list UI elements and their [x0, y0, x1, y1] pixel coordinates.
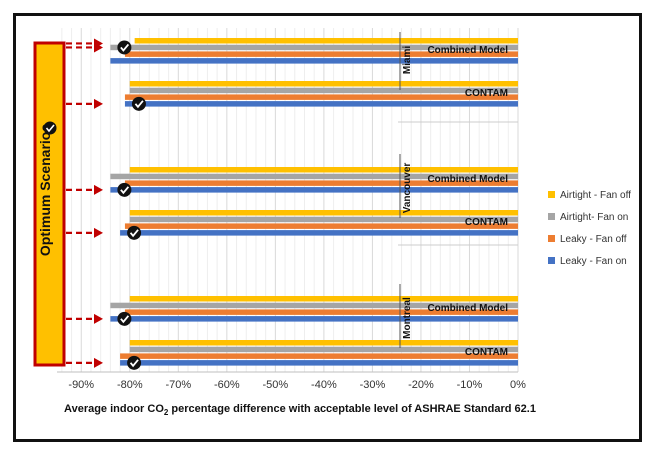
- group-model-label: CONTAM: [465, 88, 508, 99]
- check-marker: [127, 355, 142, 370]
- arrow-head: [94, 98, 103, 109]
- check-icon: [120, 43, 130, 52]
- bar: [134, 38, 519, 44]
- bar: [129, 216, 518, 223]
- x-tick-label: -80%: [117, 379, 143, 391]
- x-tick-label: -50%: [263, 379, 289, 391]
- arrow-head: [94, 313, 103, 324]
- x-axis-title: Average indoor CO2 percentage difference…: [64, 403, 536, 417]
- bar: [124, 309, 519, 315]
- x-tick-label: -90%: [68, 379, 94, 391]
- bar: [110, 316, 519, 322]
- check-icon: [129, 229, 139, 238]
- check-icon: [45, 124, 55, 133]
- bar: [120, 230, 518, 236]
- x-tick-label: 0%: [510, 379, 526, 391]
- legend-swatch: [548, 213, 555, 220]
- group-model-label: Combined Model: [427, 45, 508, 56]
- legend-swatch: [548, 257, 555, 264]
- bar: [124, 180, 519, 186]
- check-marker: [117, 182, 132, 197]
- check-marker: [117, 40, 132, 55]
- legend-label: Airtight - Fan off: [560, 190, 631, 201]
- arrow-head: [94, 357, 103, 368]
- bar: [110, 173, 519, 180]
- bar: [110, 187, 519, 193]
- chart-frame: [13, 13, 642, 442]
- x-tick-label: -60%: [214, 379, 240, 391]
- bar: [120, 353, 518, 359]
- bar: [124, 223, 519, 229]
- check-marker: [43, 121, 57, 135]
- group-model-label: Combined Model: [427, 303, 508, 314]
- optimum-scenarios-box: [33, 41, 66, 367]
- bar: [124, 94, 519, 100]
- arrow-head: [94, 227, 103, 238]
- check-icon: [120, 315, 130, 324]
- arrow-head: [94, 42, 103, 53]
- bar: [129, 340, 518, 346]
- bar: [129, 210, 518, 216]
- x-tick-label: -30%: [360, 379, 386, 391]
- bar: [129, 81, 518, 87]
- bar: [110, 44, 519, 51]
- bar: [129, 167, 518, 173]
- bar: [129, 87, 518, 94]
- legend-label: Leaky - Fan on: [560, 256, 627, 267]
- group-model-label: CONTAM: [465, 347, 508, 358]
- x-tick-label: -40%: [311, 379, 337, 391]
- x-tick-label: -10%: [457, 379, 483, 391]
- arrow-head: [94, 184, 103, 195]
- check-icon: [134, 100, 144, 109]
- optimum-scenarios-label: Optimum Scenarios: [37, 124, 53, 256]
- bar: [124, 101, 519, 107]
- check-marker: [127, 225, 142, 240]
- bar: [129, 296, 518, 302]
- bar: [110, 58, 519, 64]
- bar: [110, 302, 519, 309]
- check-icon: [129, 359, 139, 368]
- check-icon: [120, 186, 130, 195]
- legend-swatch: [548, 235, 555, 242]
- check-marker: [117, 311, 132, 326]
- legend-label: Leaky - Fan off: [560, 234, 627, 245]
- check-marker: [131, 96, 146, 111]
- group-model-label: Combined Model: [427, 174, 508, 185]
- city-label: Miami: [402, 46, 413, 75]
- bar: [124, 51, 519, 57]
- legend-swatch: [548, 191, 555, 198]
- bar: [129, 346, 518, 353]
- x-tick-label: -70%: [165, 379, 191, 391]
- city-label: Montreal: [402, 297, 413, 339]
- group-model-label: CONTAM: [465, 217, 508, 228]
- city-label: Vancouver: [402, 163, 413, 214]
- x-tick-label: -20%: [408, 379, 434, 391]
- legend-label: Airtight- Fan on: [560, 212, 628, 223]
- bar: [120, 360, 518, 366]
